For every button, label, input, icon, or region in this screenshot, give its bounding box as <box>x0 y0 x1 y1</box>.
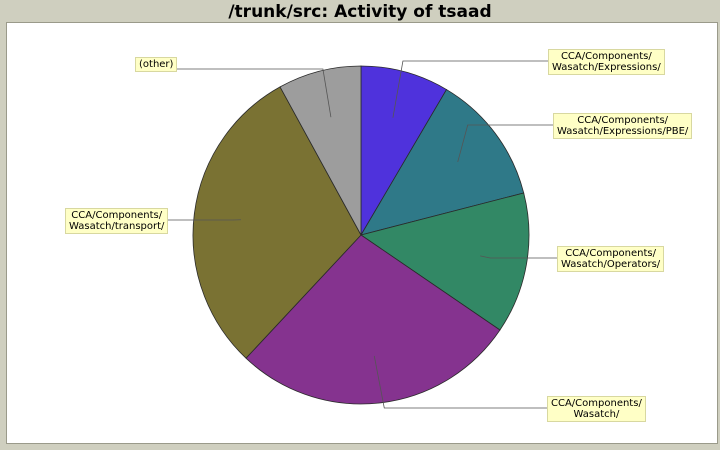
leader-line-3 <box>373 355 547 409</box>
slice-label-5: (other) <box>135 57 178 72</box>
pie-slice-0 <box>360 65 448 237</box>
pie-chart <box>163 60 557 409</box>
slice-label-2: CCA/Components/ Wasatch/Operators/ <box>557 246 665 272</box>
slice-label-0: CCA/Components/ Wasatch/Expressions/ <box>548 49 665 75</box>
slice-label-4: CCA/Components/ Wasatch/transport/ <box>65 208 169 234</box>
leader-line-2 <box>480 255 557 259</box>
leader-line-1 <box>457 124 553 163</box>
chart-title: /trunk/src: Activity of tsaad <box>228 2 492 22</box>
pie-slice-1 <box>360 88 525 236</box>
pie-slice-3 <box>245 234 501 405</box>
pie-slice-5 <box>279 65 362 236</box>
plot-area: CCA/Components/ Wasatch/Expressions/CCA/… <box>6 22 718 444</box>
pie-slice-4 <box>192 86 362 359</box>
leader-line-0 <box>392 60 548 118</box>
leader-line-5 <box>171 68 332 118</box>
pie-slice-2 <box>360 192 530 331</box>
slice-label-1: CCA/Components/ Wasatch/Expressions/PBE/ <box>553 113 693 139</box>
slice-label-3: CCA/Components/ Wasatch/ <box>547 396 646 422</box>
